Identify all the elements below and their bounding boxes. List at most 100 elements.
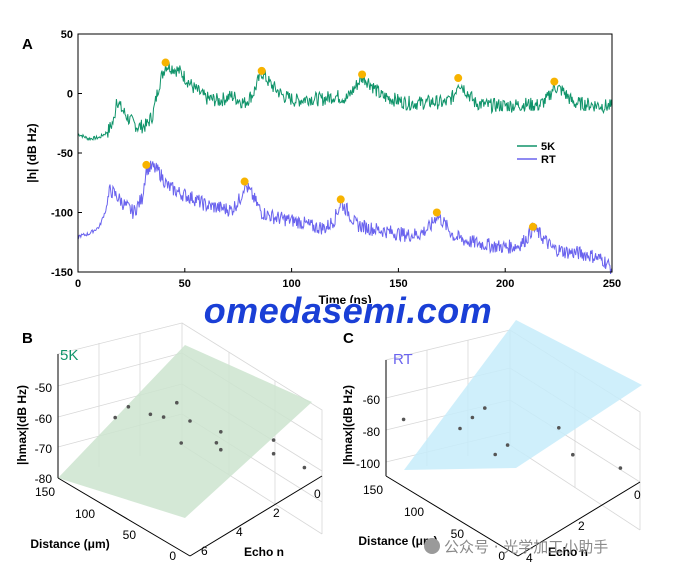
panel-c-z-label: |hmax|(dB Hz) <box>341 385 355 465</box>
legend-label-rt: RT <box>541 154 556 166</box>
scatter-point-5k-13 <box>302 465 307 470</box>
panel-c-x-tick-1: 150 <box>363 483 383 497</box>
scatter-point-5k-2 <box>126 405 131 409</box>
peak-marker-5k-5 <box>550 77 559 86</box>
scatter-point-5k-5 <box>219 447 223 452</box>
panel-label-b: B <box>22 330 33 347</box>
scatter-point-rt-7 <box>483 406 487 410</box>
panel-b-grid-1 <box>57 352 183 387</box>
x-tick-label-1: 0 <box>75 278 81 290</box>
x-tick-label-6: 250 <box>603 278 621 290</box>
panel-b-y-tick-4: 6 <box>201 544 208 558</box>
panel-b-x-tick-3: 50 <box>123 528 137 542</box>
scatter-point-5k-4 <box>179 441 183 445</box>
scatter-point-5k-11 <box>219 430 223 434</box>
panel-c-z-tick-1: -60 <box>363 393 381 407</box>
panel-c-x-tick-2: 100 <box>404 505 424 519</box>
scatter-point-rt-3 <box>493 452 498 457</box>
legend-label-5k: 5K <box>541 141 555 153</box>
panel-b-z-tick-4: -80 <box>35 472 53 486</box>
scatter-point-5k-7 <box>188 419 192 423</box>
peak-marker-5k-3 <box>358 70 367 79</box>
panel-c-z-tick-2: -80 <box>363 425 381 439</box>
x-tick-label-5: 200 <box>496 278 514 290</box>
panel-b-y-tick-1: 0 <box>314 487 321 501</box>
scatter-point-5k-8 <box>214 441 219 445</box>
panel-c-z-tick-3: -100 <box>356 457 380 471</box>
watermark: omedasemi.com <box>203 290 493 331</box>
panel-c-y-tick-1: 0 <box>634 488 641 502</box>
panel-b-ticks: -50 -60 -70 -80 150 100 50 0 0 2 4 6 <box>35 381 321 563</box>
panel-c-series-label: RT <box>393 351 413 368</box>
panel-c: C -60 -80 -100 150 100 50 <box>341 320 642 565</box>
panel-b-z-label: |hmax|(dB Hz) <box>15 385 29 465</box>
x-tick-label-4: 150 <box>389 278 407 290</box>
series-line-rt <box>77 160 613 274</box>
series-line-5k <box>77 62 613 142</box>
panel-b-y-tick-2: 2 <box>273 506 280 520</box>
line-5k-group <box>77 62 613 142</box>
panel-b-distance-axis <box>57 477 191 557</box>
panel-c-ticks: -60 -80 -100 150 100 50 0 0 2 4 <box>356 393 641 565</box>
panel-b-echo-axis <box>189 475 323 557</box>
wechat-caption-row: 公众号 · 光学加工小助手 <box>424 536 608 557</box>
wechat-icon <box>424 538 440 554</box>
y-tick-label-2: 0 <box>67 89 73 101</box>
y-tick-label-1: 50 <box>61 29 73 41</box>
scatter-point-5k-1 <box>113 415 117 420</box>
y-tick-label-5: -150 <box>51 267 73 279</box>
scatter-point-rt-1 <box>401 417 406 422</box>
scatter-point-rt-9 <box>618 466 623 470</box>
fit-plane-rt <box>404 320 642 470</box>
panel-a: A 0 50 100 150 200 250 50 0 -50 -100 -150 Time (n… <box>22 29 621 307</box>
panel-b-x-tick-4: 0 <box>169 549 176 563</box>
wechat-caption: 公众号 · 光学加工小助手 <box>444 538 609 556</box>
scatter-point-rt-8 <box>557 426 561 430</box>
scatter-point-rt-5 <box>505 443 510 447</box>
peak-markers <box>142 58 559 231</box>
scatter-points-rt <box>401 406 623 470</box>
scatter-point-5k-9 <box>271 451 276 456</box>
panel-label-c: C <box>343 330 354 347</box>
panel-b-axes <box>57 354 323 557</box>
y-tick-label-4: -100 <box>51 208 73 220</box>
scatter-point-rt-4 <box>470 415 475 420</box>
panel-b-y-label: Echo n <box>244 545 284 559</box>
x-tick-label-2: 50 <box>179 278 191 290</box>
legend: 5K RT <box>517 141 556 166</box>
panel-c-y-tick-3: 4 <box>526 551 533 565</box>
peak-marker-rt-5 <box>528 222 537 231</box>
scatter-point-rt-2 <box>458 426 462 431</box>
panel-c-y-label: Echo n <box>548 545 588 559</box>
peak-marker-5k-1 <box>161 58 170 67</box>
panel-b-x-label: Distance (μm) <box>30 537 109 551</box>
fit-plane-5k <box>58 345 312 518</box>
y-axis-ticks-a: 50 0 -50 -100 -150 <box>51 29 82 279</box>
peak-marker-rt-4 <box>432 208 441 217</box>
panel-c-x-tick-4: 0 <box>498 549 505 563</box>
panel-label-a: A <box>22 36 33 53</box>
scatter-point-5k-10 <box>175 400 179 405</box>
scatter-point-5k-3 <box>161 415 166 419</box>
panel-b-x-tick-2: 100 <box>75 507 95 521</box>
x-axis-ticks-a: 0 50 100 150 200 250 <box>75 268 621 290</box>
line-rt-group <box>77 160 613 274</box>
peak-marker-rt-2 <box>240 177 249 186</box>
peak-marker-5k-2 <box>257 66 266 75</box>
panel-b-series-label: 5K <box>60 347 78 364</box>
panel-c-echo-axis <box>517 481 641 557</box>
peak-marker-rt-1 <box>142 160 151 169</box>
scatter-point-rt-6 <box>571 452 575 457</box>
panel-c-y-tick-2: 2 <box>578 519 585 533</box>
x-axis-label-a: Time (ns) <box>318 293 371 307</box>
panel-c-x-tick-3: 50 <box>451 527 465 541</box>
scatter-point-5k-6 <box>148 412 153 417</box>
panel-b: B -50 -60 -70 -80 150 <box>15 322 323 563</box>
panel-b-x-tick-1: 150 <box>35 485 55 499</box>
panel-b-z-tick-3: -70 <box>35 442 53 456</box>
panel-c-axes <box>385 360 641 557</box>
panel-b-z-tick-1: -50 <box>35 381 53 395</box>
panel-c-x-label: Distance (μm) <box>358 534 437 548</box>
y-tick-label-3: -50 <box>57 148 73 160</box>
